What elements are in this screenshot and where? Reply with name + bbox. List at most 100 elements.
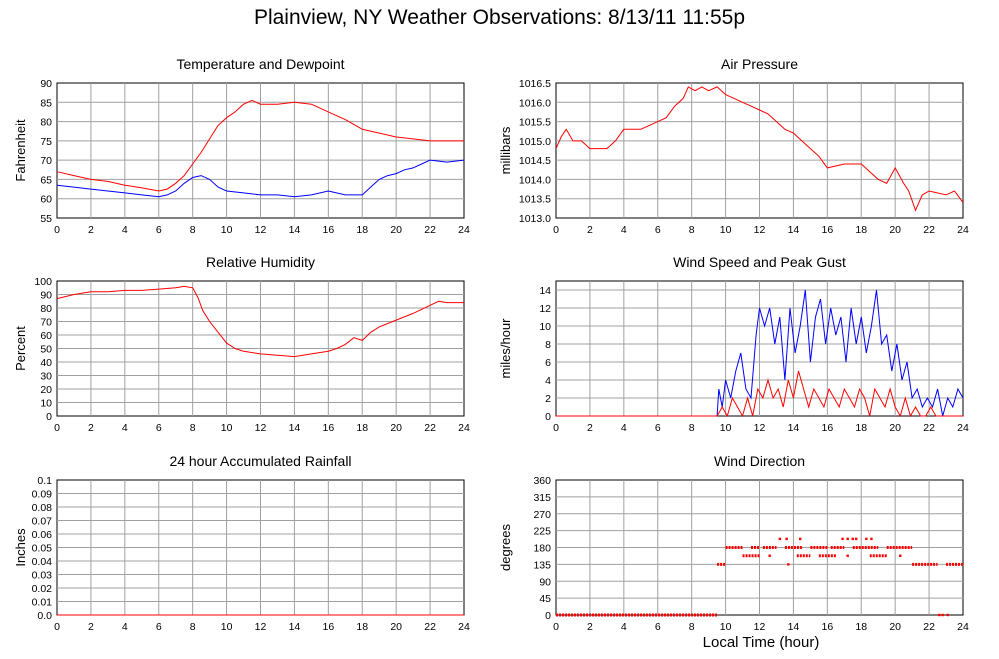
x-tick-label: 22 [923, 422, 935, 434]
y-tick-label: 6 [545, 357, 551, 369]
series-line [56, 99, 464, 192]
direction-point [841, 537, 844, 541]
x-tick-label: 8 [689, 224, 695, 236]
x-tick-label: 2 [88, 621, 94, 633]
x-tick-label: 8 [190, 621, 196, 633]
direction-point [768, 554, 771, 557]
x-tick-label: 14 [788, 422, 800, 434]
x-tick-label: 4 [621, 621, 627, 633]
y-tick-label: 180 [533, 543, 551, 555]
y-tick-label: 0 [545, 610, 551, 622]
x-tick-label: 18 [356, 422, 368, 434]
y-tick-label: 1016.0 [519, 97, 551, 109]
y-tick-label: 12 [539, 303, 551, 315]
x-tick-label: 10 [720, 621, 732, 633]
y-tick-label: 14 [539, 285, 551, 297]
direction-point [846, 537, 849, 541]
x-tick-label: 8 [190, 224, 196, 236]
y-tick-label: 45 [539, 593, 551, 605]
x-tick-label: 18 [356, 224, 368, 236]
x-tick-label: 18 [855, 422, 867, 434]
x-tick-label: 8 [689, 621, 695, 633]
x-tick-label: 24 [957, 224, 969, 236]
y-tick-label: 0.03 [32, 570, 53, 582]
x-tick-label: 18 [855, 224, 867, 236]
x-tick-label: 14 [289, 422, 301, 434]
x-tick-label: 0 [553, 422, 559, 434]
x-tick-label: 22 [424, 621, 436, 633]
series-line [56, 285, 464, 358]
x-tick-label: 16 [821, 422, 833, 434]
x-tick-label: 20 [390, 621, 402, 633]
y-tick-label: 315 [533, 492, 551, 504]
direction-point [846, 554, 849, 557]
y-tick-label: 270 [533, 509, 551, 521]
x-tick-label: 2 [587, 422, 593, 434]
x-tick-label: 24 [957, 422, 969, 434]
y-tick-label: 0.08 [32, 502, 53, 514]
x-tick-label: 4 [621, 224, 627, 236]
x-tick-label: 16 [322, 224, 334, 236]
x-tick-label: 22 [923, 621, 935, 633]
y-tick-label: 55 [40, 213, 52, 225]
x-tick-label: 6 [655, 224, 661, 236]
y-tick-label: 75 [40, 136, 52, 148]
x-tick-label: 6 [156, 224, 162, 236]
y-tick-label: 40 [40, 357, 52, 369]
x-tick-label: 16 [322, 422, 334, 434]
series-line [555, 86, 964, 212]
x-tick-label: 22 [923, 224, 935, 236]
y-tick-label: 20 [40, 384, 52, 396]
y-tick-label: 1014.5 [519, 155, 551, 167]
x-tick-label: 10 [720, 224, 732, 236]
y-tick-label: 1013.0 [519, 213, 551, 225]
y-tick-label: 60 [40, 330, 52, 342]
x-tick-label: 0 [54, 422, 60, 434]
x-tick-label: 24 [458, 621, 470, 633]
y-tick-label: 90 [40, 290, 52, 302]
direction-point [870, 537, 873, 541]
x-tick-label: 14 [289, 621, 301, 633]
y-tick-label: 80 [40, 303, 52, 315]
x-tick-label: 24 [458, 224, 470, 236]
x-tick-label: 24 [957, 621, 969, 633]
y-tick-label: 2 [545, 393, 551, 405]
y-tick-label: 0.07 [32, 516, 53, 528]
x-tick-label: 6 [655, 422, 661, 434]
y-axis-label: miles/hour [498, 318, 513, 379]
y-tick-label: 85 [40, 97, 52, 109]
chart-title: 24 hour Accumulated Rainfall [169, 453, 351, 469]
x-tick-label: 4 [122, 224, 128, 236]
x-tick-label: 4 [122, 621, 128, 633]
y-tick-label: 80 [40, 117, 52, 129]
x-tick-label: 10 [720, 422, 732, 434]
x-tick-label: 8 [689, 422, 695, 434]
y-axis-label: Inches [13, 528, 28, 567]
x-tick-label: 6 [655, 621, 661, 633]
y-tick-label: 1014.0 [519, 174, 551, 186]
x-tick-label: 18 [855, 621, 867, 633]
direction-point [946, 613, 949, 617]
x-tick-label: 20 [390, 422, 402, 434]
x-tick-label: 6 [156, 422, 162, 434]
x-tick-label: 6 [156, 621, 162, 633]
x-tick-label: 12 [255, 422, 267, 434]
x-tick-label: 12 [255, 224, 267, 236]
x-tick-label: 4 [621, 422, 627, 434]
x-tick-label: 20 [889, 422, 901, 434]
direction-point [787, 563, 790, 566]
y-tick-label: 10 [40, 398, 52, 410]
x-tick-label: 16 [821, 621, 833, 633]
x-tick-label: 16 [821, 224, 833, 236]
y-tick-label: 0 [545, 411, 551, 423]
x-tick-label: 12 [754, 422, 766, 434]
x-tick-label: 10 [221, 224, 233, 236]
y-tick-label: 0 [46, 411, 52, 423]
y-tick-label: 0.04 [32, 556, 53, 568]
direction-point [854, 537, 858, 541]
x-tick-label: 14 [289, 224, 301, 236]
direction-point [799, 537, 802, 541]
